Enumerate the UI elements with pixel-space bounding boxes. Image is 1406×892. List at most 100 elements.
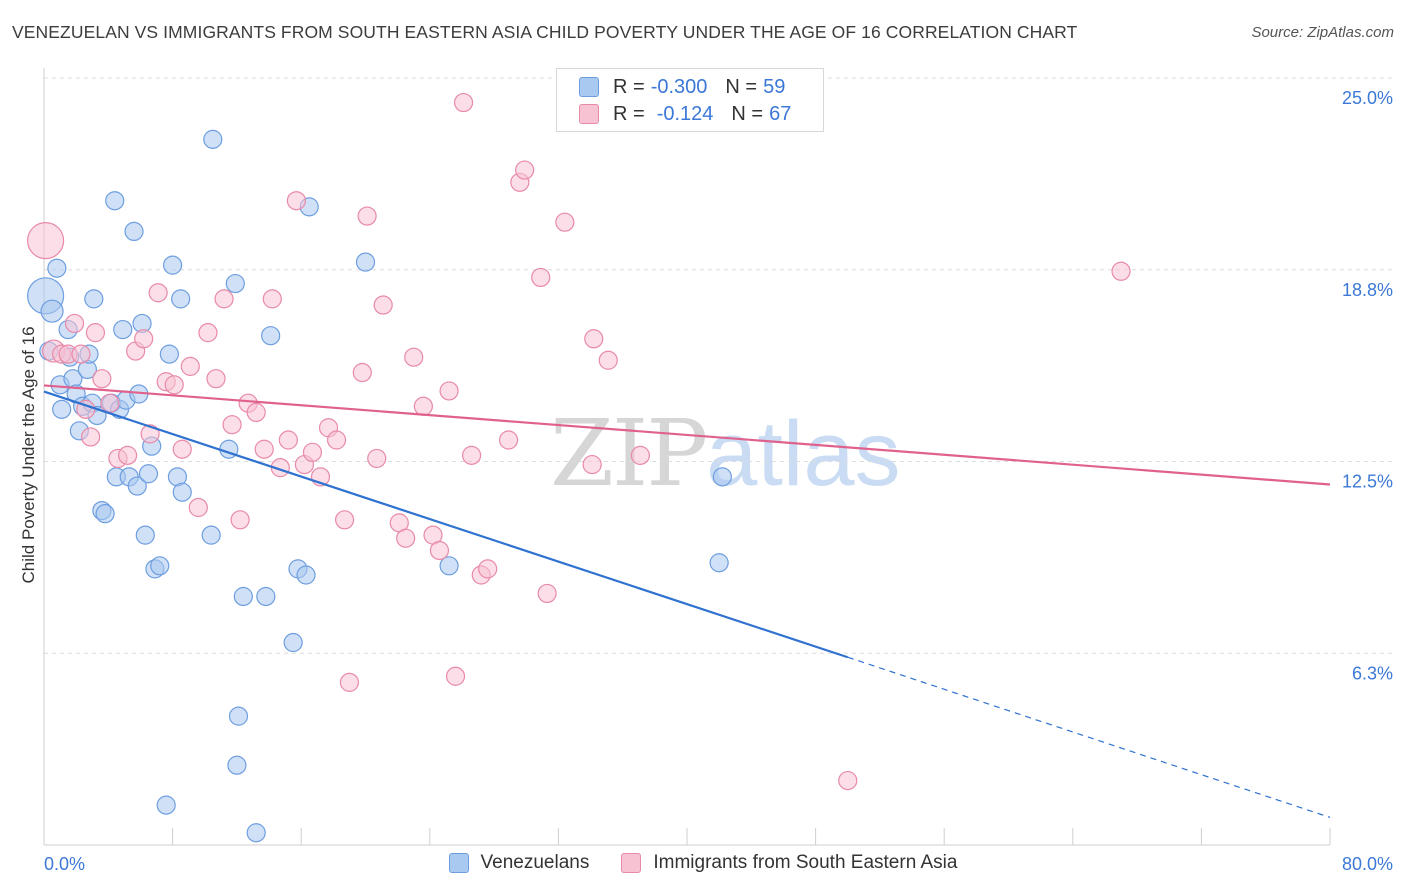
data-point [140,424,160,444]
chart-title: VENEZUELAN VS IMMIGRANTS FROM SOUTH EAST… [12,22,1078,42]
axis-labels: 6.3% 12.5% 18.8% 25.0% 0.0% 80.0% Child Povert… [19,88,1393,874]
data-point [225,273,245,294]
legend-n-value: 59 [763,75,786,98]
data-point [396,528,416,548]
data-point [180,356,200,376]
trend-line-venezuelans-extension [847,656,1331,818]
data-point [352,362,372,383]
data-point [254,439,274,459]
data-point [233,586,253,607]
data-point [355,252,376,272]
data-point [148,283,168,303]
data-point [367,448,387,469]
y-tick-label: 18.8% [1342,280,1393,300]
data-point [498,430,519,450]
data-point [246,402,266,423]
data-point [201,525,221,545]
legend-swatch-venezuelans [579,77,599,97]
data-point [439,556,459,576]
legend-row-immigrants: R = -0.124 N = 67 [579,101,791,127]
data-point [172,439,192,459]
trend-line-venezuelans [43,390,849,659]
data-point [256,586,276,607]
data-point [100,393,120,413]
data-point [134,329,154,349]
data-point [302,442,323,462]
data-point [27,222,65,260]
legend-r-value: -0.124 [656,102,714,125]
data-point [555,212,575,232]
data-point [413,396,433,416]
data-point [357,206,377,226]
series-legend: Venezuelans Immigrants from South Easter… [0,852,1406,874]
data-point [117,445,138,465]
data-point [582,454,602,475]
legend-r-value: -0.300 [650,75,708,98]
data-point [404,347,424,367]
data-point [630,445,650,465]
data-point [206,369,226,389]
legend-swatch-immigrants [579,104,599,124]
data-point [230,510,250,530]
data-point [598,350,618,370]
legend-label-immigrants: Immigrants from South Eastern Asia [653,852,958,873]
data-point [138,464,159,484]
data-point [124,221,144,241]
data-point [171,289,191,309]
data-point [296,565,316,585]
data-point [95,504,115,524]
data-point [246,823,266,843]
data-point [71,344,91,364]
data-point [373,295,393,315]
x-tick-label-min: 0.0% [44,854,85,874]
data-point [286,191,306,211]
data-point [92,369,112,389]
data-point [326,430,347,450]
data-point [531,267,551,288]
data-point [478,559,498,579]
data-point [84,289,104,309]
data-point [709,553,729,573]
data-point [52,399,72,419]
data-point [135,525,155,545]
series-layer [27,92,1131,843]
data-point [172,482,192,502]
trend-layer [43,384,1331,818]
trend-line-immigrants [43,384,1331,486]
data-point [127,476,147,496]
data-point [228,706,249,726]
data-point [283,632,303,653]
legend-r-label: R = [613,75,645,98]
data-point [278,430,298,450]
data-point [40,299,64,323]
legend-swatch-venezuelans [448,853,469,873]
legend-row-venezuelans: R = -0.300 N = 59 [579,74,785,100]
legend-r-label: R = [613,102,645,125]
data-point [198,323,218,343]
legend-label-venezuelans: Venezuelans [480,852,590,873]
data-point [159,344,179,364]
data-point [461,445,482,465]
data-point [515,160,535,180]
data-point [163,255,183,275]
data-point [453,92,474,113]
legend-item-venezuelans: Venezuelans [448,852,590,874]
data-point [105,191,125,211]
data-point [203,129,223,149]
correlation-legend: R = -0.300 N = 59 R = -0.124 N = 67 [556,68,824,132]
series-venezuelans [27,129,732,843]
data-point [150,556,170,576]
data-point [188,497,208,518]
y-axis-label: Child Poverty Under the Age of 16 [19,326,38,583]
legend-item-immigrants: Immigrants from South Eastern Asia [621,852,957,874]
data-point [214,289,234,309]
y-tick-label: 12.5% [1342,472,1393,492]
data-point [227,755,247,775]
data-point [429,540,450,561]
data-point [1111,261,1131,281]
data-point [335,510,355,530]
source-label: Source: ZipAtlas.com [1251,24,1394,41]
legend-n-label: N = [725,75,758,98]
data-point [445,666,466,686]
data-point [81,427,101,447]
